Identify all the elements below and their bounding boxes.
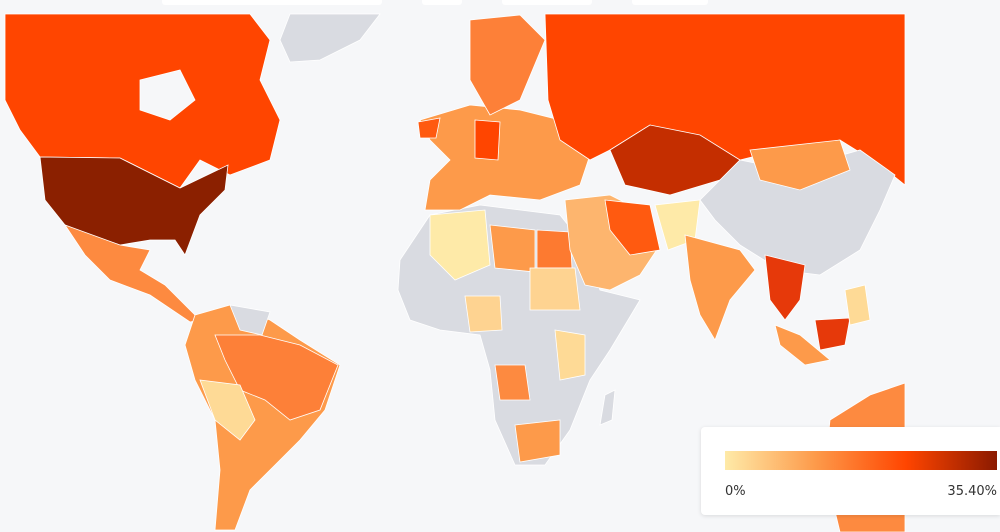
country — [764, 254, 806, 321]
country — [514, 419, 561, 463]
country — [814, 317, 851, 351]
tab[interactable] — [162, 0, 382, 5]
country — [214, 334, 339, 421]
country — [419, 104, 591, 211]
country — [844, 284, 871, 326]
country — [464, 295, 503, 333]
tab[interactable] — [502, 0, 592, 5]
country — [279, 13, 381, 63]
country — [39, 156, 229, 256]
country — [229, 304, 271, 336]
country — [199, 379, 256, 441]
country — [536, 229, 573, 269]
country — [774, 324, 831, 366]
legend-max: 35.40% — [947, 484, 997, 499]
country — [474, 119, 501, 161]
legend-min: 0% — [725, 484, 746, 499]
legend: 0% 35.40% — [701, 427, 1000, 515]
country — [429, 209, 491, 281]
country — [599, 389, 616, 426]
country — [684, 234, 756, 341]
color-scale — [725, 451, 997, 470]
country — [469, 14, 546, 116]
country — [417, 117, 441, 139]
tab[interactable] — [632, 0, 708, 5]
country — [489, 224, 536, 273]
country — [554, 329, 586, 381]
tab[interactable] — [422, 0, 462, 5]
country — [529, 267, 581, 311]
lake — [139, 69, 196, 121]
country — [494, 364, 531, 401]
country — [604, 199, 661, 256]
country — [749, 139, 851, 191]
countries — [4, 13, 906, 532]
